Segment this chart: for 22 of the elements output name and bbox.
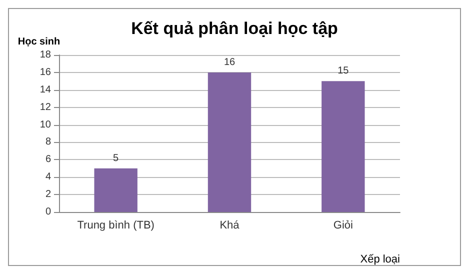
y-tick-label: 0 <box>45 206 52 218</box>
x-axis-title: Xếp loại <box>360 254 400 266</box>
x-tick-label: Giỏi <box>333 220 353 232</box>
y-axis-title: Học sinh <box>18 36 60 48</box>
bar <box>208 72 252 212</box>
x-tick-label: Trung bình (TB) <box>77 220 154 232</box>
y-tick-label: 6 <box>45 154 52 166</box>
y-tick-label: 4 <box>45 172 52 183</box>
y-tick-label: 14 <box>40 84 52 96</box>
data-label: 16 <box>224 56 236 68</box>
y-tick-label: 12 <box>40 102 52 113</box>
y-tick-label: 18 <box>40 50 52 60</box>
data-label: 15 <box>338 66 350 77</box>
y-tick-label: 16 <box>40 66 52 78</box>
x-tick-label: Khá <box>220 220 240 232</box>
y-tick-label: 8 <box>45 136 52 148</box>
bar <box>94 168 138 212</box>
y-tick-label: 10 <box>40 119 52 130</box>
y-tick-label: 2 <box>45 189 52 200</box>
bar <box>322 81 365 212</box>
chart-title: Kết quả phân loại học tập <box>131 19 338 38</box>
data-label: 5 <box>113 152 120 164</box>
